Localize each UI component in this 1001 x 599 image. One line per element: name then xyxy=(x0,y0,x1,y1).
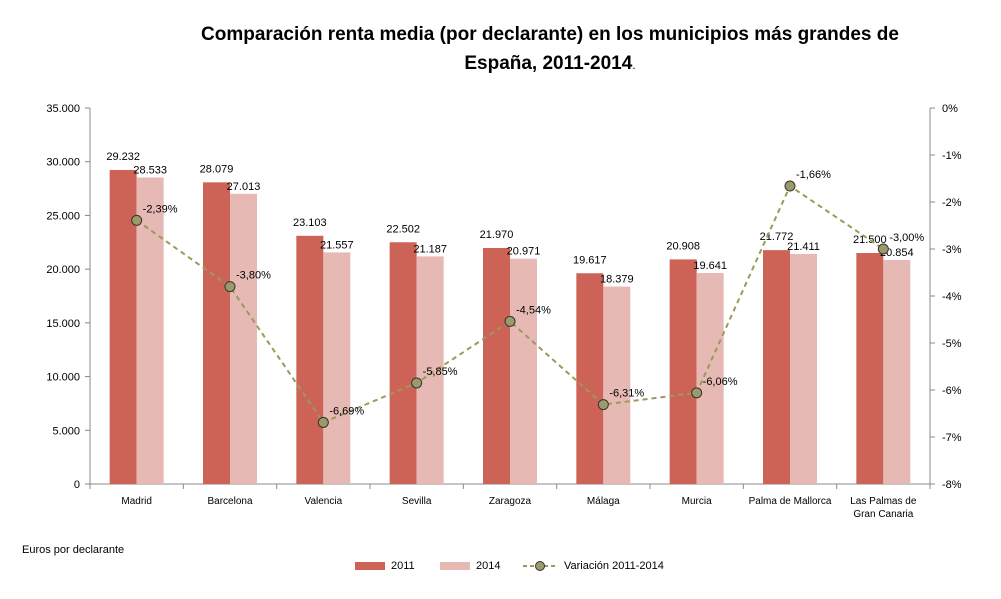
bar-2014 xyxy=(416,256,444,484)
bar-2014 xyxy=(136,177,164,484)
bar-2011 xyxy=(763,250,790,484)
x-tick-label: Málaga xyxy=(587,496,620,507)
data-label-2014: 21.187 xyxy=(413,243,447,255)
x-tick-label: Barcelona xyxy=(207,496,252,507)
data-label-2014: 27.013 xyxy=(227,181,261,193)
y-tick-label-left: 10.000 xyxy=(46,372,80,384)
legend-item-2014: 2014 xyxy=(440,560,500,572)
legend-label-2014: 2014 xyxy=(476,560,501,572)
data-label-variacion: -4,54% xyxy=(516,304,551,316)
data-label-2014: 21.411 xyxy=(787,241,820,253)
y-tick-label-left: 5.000 xyxy=(52,425,80,437)
bar-2011 xyxy=(483,247,510,484)
x-tick-label: Sevilla xyxy=(402,496,432,507)
y-tick-label-left: 15.000 xyxy=(46,318,80,330)
point-variacion xyxy=(597,399,609,411)
chart-title: Comparación renta media (por declarante)… xyxy=(100,20,1000,80)
bar-line-chart: 0 5.000 10.000 15.000 20.000 25.000 30.000 35.0… xyxy=(46,103,962,520)
y-tick-label-left: 25.000 xyxy=(46,210,80,222)
data-label-variacion: -6,31% xyxy=(609,388,644,400)
data-label-2011: 22.502 xyxy=(386,223,420,235)
units-note: Euros por declarante xyxy=(22,544,125,556)
point-variacion xyxy=(131,214,143,226)
point-variacion xyxy=(224,281,236,293)
chart-title-line1: Comparación renta media (por declarante)… xyxy=(201,24,899,45)
legend-item-2011: 2011 xyxy=(355,560,415,572)
bar-2014 xyxy=(696,272,724,484)
legend-swatch-2014 xyxy=(440,562,470,570)
data-label-2011: 19.617 xyxy=(573,254,607,266)
legend-item-variacion: Variación 2011-2014 xyxy=(522,560,664,572)
bar-2011 xyxy=(203,182,230,484)
y-tick-label-left: 20.000 xyxy=(46,264,80,276)
x-tick-label: Murcia xyxy=(682,496,712,507)
point-variacion xyxy=(411,377,423,389)
data-label-2011: 29.232 xyxy=(106,151,140,163)
y-tick-label-right: -5% xyxy=(942,338,962,350)
data-label-2014: 20.971 xyxy=(507,246,541,258)
x-tick-label: Madrid xyxy=(121,496,152,507)
legend-swatch-2011 xyxy=(355,562,385,570)
legend-line-marker-icon xyxy=(523,561,557,571)
data-label-variacion: -6,06% xyxy=(703,376,738,388)
y-tick-label-right: 0% xyxy=(942,103,958,115)
point-variacion xyxy=(317,416,329,428)
legend-label-2011: 2011 xyxy=(391,560,415,572)
chart-title-dot: . xyxy=(632,58,636,72)
y-tick-label-right: -2% xyxy=(942,197,962,209)
bar-2011 xyxy=(296,235,324,484)
point-variacion xyxy=(504,315,516,327)
y-tick-label-right: -6% xyxy=(942,385,962,397)
y-tick-label-left: 30.000 xyxy=(46,157,80,169)
bar-2014 xyxy=(603,286,631,484)
data-label-variacion: -3,80% xyxy=(236,270,271,282)
data-label-variacion: -3,00% xyxy=(889,232,924,244)
data-label-2011: 20.908 xyxy=(666,240,700,252)
data-label-variacion: -2,39% xyxy=(143,203,178,215)
data-label-2011: 21.500 xyxy=(853,234,887,246)
x-tick-label: Valencia xyxy=(305,496,343,507)
data-label-variacion: -5,85% xyxy=(423,366,458,378)
x-tick-label: Las Palmas de xyxy=(850,496,917,507)
y-tick-label-right: -8% xyxy=(942,479,962,491)
data-label-2011: 28.079 xyxy=(200,163,234,175)
chart-title-line2: España, 2011-2014. xyxy=(100,49,1000,80)
point-variacion xyxy=(877,243,889,255)
y-tick-label-right: -3% xyxy=(942,244,962,256)
data-label-2011: 21.970 xyxy=(480,229,514,241)
y-tick-label-right: -7% xyxy=(942,432,962,444)
bar-2014 xyxy=(230,193,257,484)
bar-2014 xyxy=(883,259,911,484)
data-label-2014: 20.854 xyxy=(880,247,914,259)
bar-2011 xyxy=(856,253,884,484)
y-tick-label-right: -1% xyxy=(942,150,962,162)
y-tick-label-left: 0 xyxy=(74,479,80,491)
data-label-variacion: -1,66% xyxy=(796,169,831,181)
bar-2014 xyxy=(323,252,351,484)
bar-2014 xyxy=(510,258,537,484)
chart-title-line2-text: España, 2011-2014 xyxy=(464,53,633,74)
data-label-2014: 28.533 xyxy=(133,164,167,176)
x-tick-label: Zaragoza xyxy=(489,496,532,507)
data-label-2014: 21.557 xyxy=(320,239,354,251)
bar-2011 xyxy=(389,242,417,484)
x-tick-label: Gran Canaria xyxy=(853,509,913,520)
chart-legend: 2011 2014 Variación 2011-2014 xyxy=(0,560,1001,580)
legend-label-variacion: Variación 2011-2014 xyxy=(564,560,664,572)
data-label-2014: 19.641 xyxy=(693,260,727,272)
data-label-variacion: -6,69% xyxy=(329,405,364,417)
data-label-2014: 18.379 xyxy=(600,274,634,286)
point-variacion xyxy=(784,180,796,192)
bar-2014 xyxy=(790,253,817,484)
bar-2011 xyxy=(669,259,697,484)
y-tick-label-right: -4% xyxy=(942,291,962,303)
bar-2011 xyxy=(576,273,604,484)
point-variacion xyxy=(691,387,703,399)
data-label-2011: 23.103 xyxy=(293,217,327,229)
x-tick-label: Palma de Mallorca xyxy=(749,496,832,507)
y-tick-label-left: 35.000 xyxy=(46,103,80,115)
